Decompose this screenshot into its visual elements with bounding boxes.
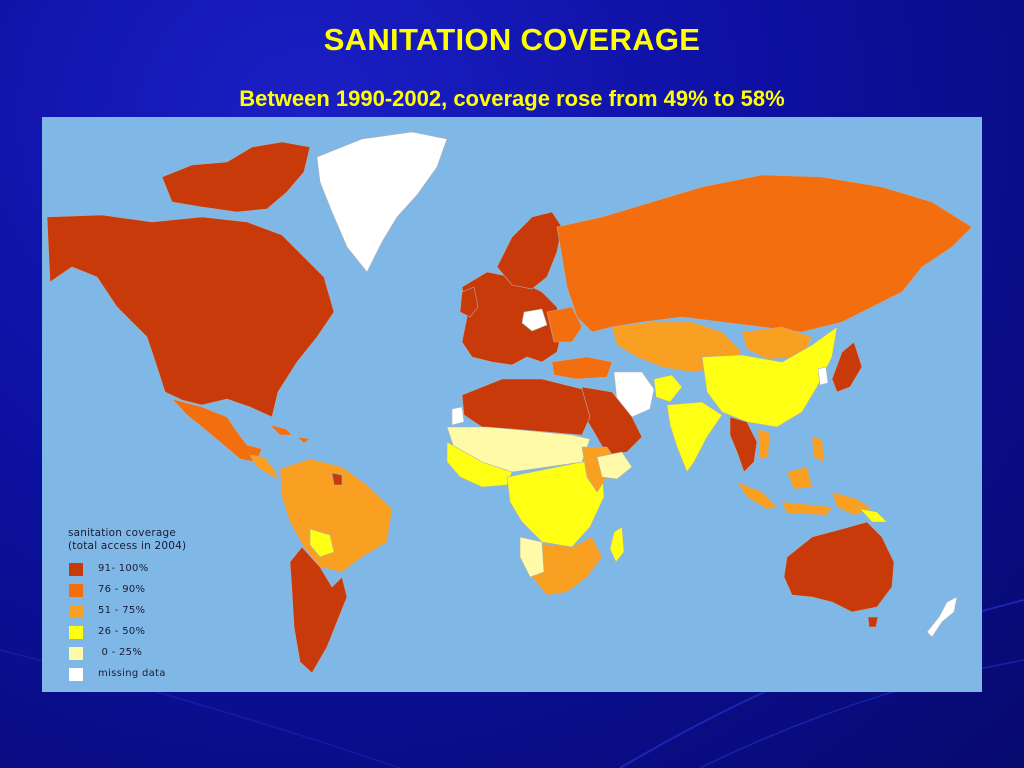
region-australia — [783, 521, 895, 613]
legend-subtitle: (total access in 2004) — [68, 540, 187, 552]
region-philippines — [811, 436, 825, 463]
legend-item: missing data — [68, 666, 238, 687]
region-mexico — [171, 398, 263, 463]
region-west-africa — [446, 441, 513, 488]
region-afghanistan — [653, 374, 683, 403]
region-turkey — [551, 356, 613, 380]
legend-swatch — [69, 584, 83, 597]
world-map-graphic — [46, 131, 973, 674]
region-south-america-north — [279, 458, 393, 573]
world-map: sanitation coverage (total access in 200… — [42, 117, 982, 692]
legend-label: missing data — [98, 668, 166, 679]
region-vietnam — [757, 428, 771, 460]
region-indonesia — [736, 466, 873, 516]
legend-title: sanitation coverage — [68, 527, 177, 539]
legend-item: 26 - 50% — [68, 624, 238, 645]
legend-label: 76 - 90% — [98, 584, 146, 595]
region-japan — [831, 341, 863, 393]
region-tasmania — [867, 616, 879, 628]
region-china — [701, 326, 838, 428]
region-canadian-islands — [161, 141, 311, 213]
region-west-sahara — [451, 406, 465, 426]
slide-title: SANITATION COVERAGE — [323, 22, 701, 57]
region-poland — [521, 308, 548, 332]
region-papua — [859, 508, 888, 523]
region-central-america — [249, 454, 279, 480]
region-indochina — [729, 416, 758, 473]
region-india — [666, 401, 723, 473]
region-scandinavia — [496, 211, 563, 290]
region-namibia — [519, 536, 545, 578]
region-greenland — [316, 131, 448, 273]
legend-item: 51 - 75% — [68, 603, 238, 624]
region-central-africa — [506, 461, 605, 548]
region-korea — [817, 366, 829, 386]
region-new-zealand — [926, 596, 958, 638]
region-andes — [289, 546, 348, 674]
slide-subtitle: Between 1990-2002, coverage rose from 49… — [239, 86, 785, 111]
legend-swatch — [69, 605, 83, 618]
region-north-africa — [461, 378, 591, 436]
legend-item: 91- 100% — [68, 561, 238, 582]
legend-swatch — [69, 668, 83, 681]
region-suriname — [331, 472, 343, 486]
region-madagascar — [609, 526, 625, 563]
legend-label: 91- 100% — [98, 563, 149, 574]
region-europe — [461, 271, 563, 366]
legend-swatch — [69, 647, 83, 660]
region-russia — [556, 174, 973, 333]
legend-item: 0 - 25% — [68, 645, 238, 666]
legend-swatch — [69, 563, 83, 576]
legend-label: 51 - 75% — [98, 605, 146, 616]
region-north-america — [46, 214, 335, 418]
region-horn-africa — [596, 451, 633, 480]
region-bolivia — [309, 528, 335, 558]
legend-label: 26 - 50% — [98, 626, 146, 637]
legend-label: 0 - 25% — [98, 647, 143, 658]
region-uk — [459, 286, 479, 318]
legend-swatch — [69, 626, 83, 639]
region-eastern-europe — [546, 306, 583, 343]
legend-item: 76 - 90% — [68, 582, 238, 603]
map-legend: sanitation coverage (total access in 200… — [68, 527, 238, 687]
region-caribbean — [269, 424, 311, 444]
